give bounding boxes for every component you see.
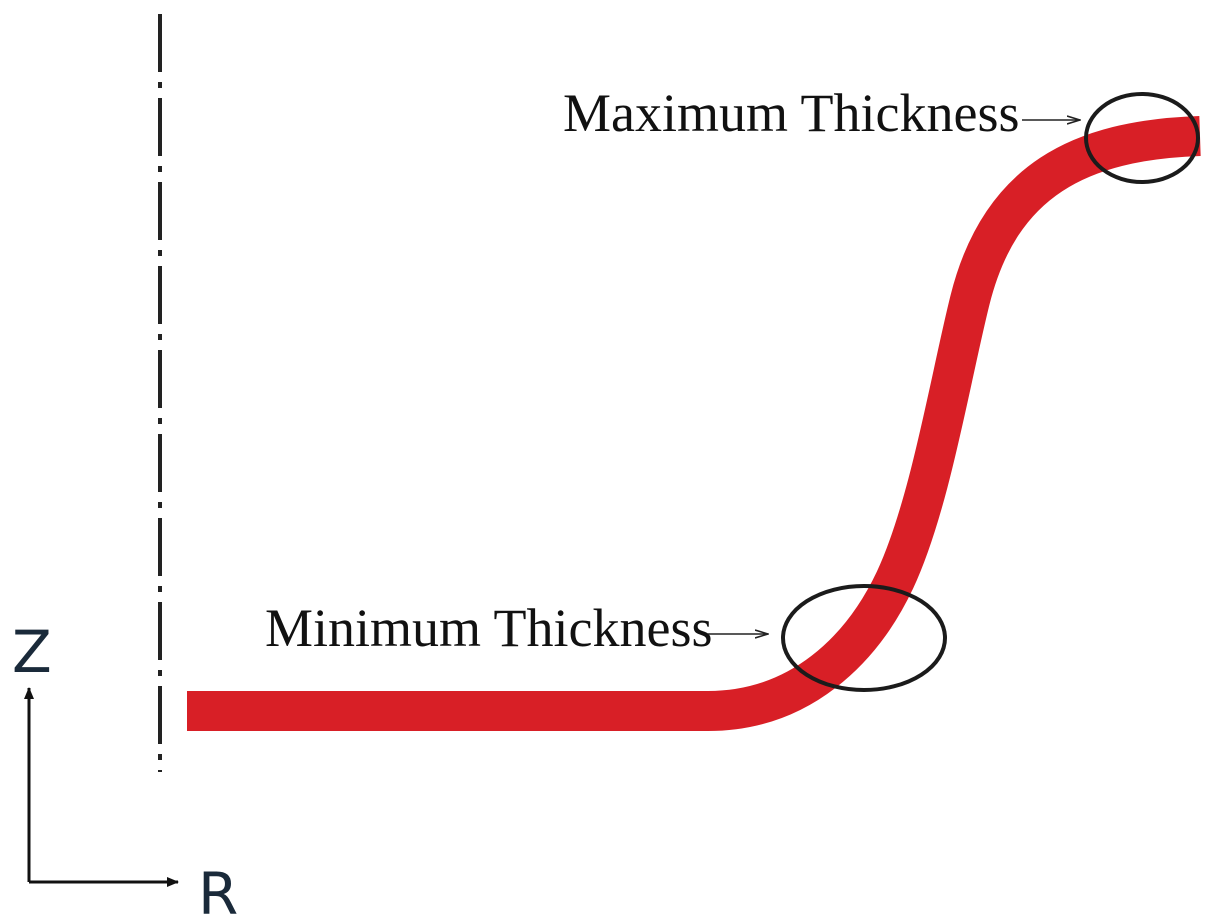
max-thickness-label: Maximum Thickness bbox=[563, 83, 1019, 143]
z-axis-label: Z bbox=[12, 618, 52, 686]
max-thickness-ellipse bbox=[1084, 92, 1200, 184]
min-thickness-label: Minimum Thickness bbox=[265, 598, 713, 658]
profile-curve bbox=[187, 116, 1201, 731]
r-axis-label: R bbox=[198, 860, 238, 924]
min-thickness-ellipse bbox=[781, 584, 947, 692]
